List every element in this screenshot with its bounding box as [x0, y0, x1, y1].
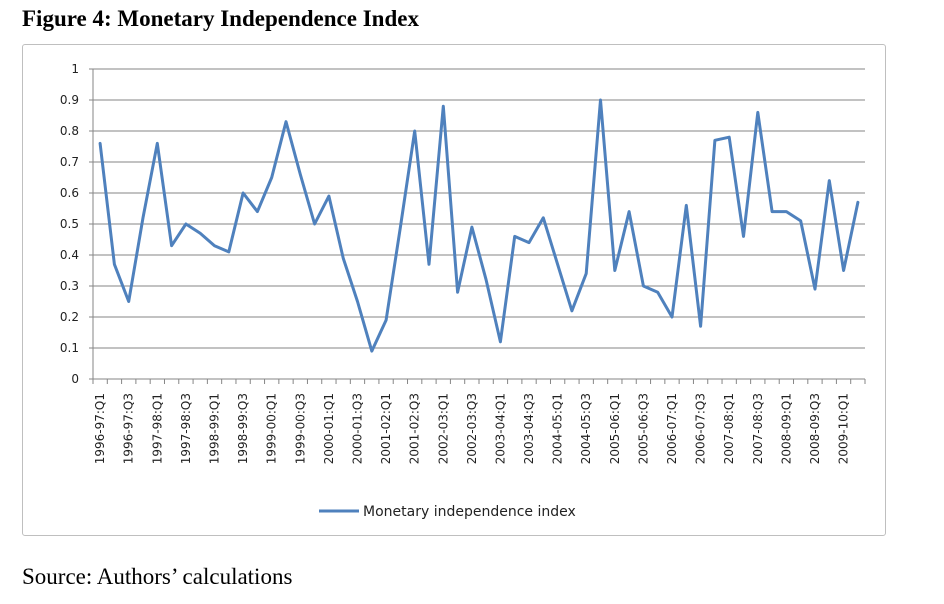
data-point: [370, 349, 374, 353]
x-tick-label: 1996-97:Q3: [122, 393, 136, 464]
data-point: [241, 191, 245, 195]
data-point: [599, 98, 603, 102]
data-point: [384, 318, 388, 322]
data-point: [427, 262, 431, 266]
y-tick-label: 0.1: [60, 341, 79, 355]
data-point: [355, 300, 359, 304]
x-tick-label: 1996-97:Q1: [93, 393, 107, 464]
data-point: [727, 135, 731, 139]
x-tick-label: 2004-05:Q3: [579, 393, 593, 464]
chart-container: 0 0.1 0.2 0.3 0.4 0.5 0.6 0.7 0.8 0.9 1 1996-97:Q1 1…: [22, 44, 886, 536]
data-point: [713, 138, 717, 142]
data-point: [770, 210, 774, 214]
x-tick-label: 2000-01:Q3: [350, 393, 364, 464]
data-point: [641, 284, 645, 288]
y-tick-label: 0.7: [60, 155, 79, 169]
data-point: [456, 290, 460, 294]
x-tick-label: 2001-02:Q3: [408, 393, 422, 464]
x-tick-label: 2000-01:Q1: [322, 393, 336, 464]
data-point: [684, 203, 688, 207]
data-point: [613, 269, 617, 273]
y-tick-label: 1: [71, 62, 79, 76]
data-point: [313, 222, 317, 226]
data-point: [741, 234, 745, 238]
data-point: [498, 340, 502, 344]
x-tick-label: 2001-02:Q1: [379, 393, 393, 464]
x-tick-label: 2004-05:Q1: [551, 393, 565, 464]
x-tick-label: 1999-00:Q3: [293, 393, 307, 464]
x-tick-label: 2007-08:Q3: [751, 393, 765, 464]
x-tick-label: 1998-99:Q3: [236, 393, 250, 464]
x-tick-label: 2002-03:Q3: [465, 393, 479, 464]
x-tick-label: 1997-98:Q3: [179, 393, 193, 464]
data-point: [856, 200, 860, 204]
data-point: [170, 244, 174, 248]
x-tick-label: 2007-08:Q1: [722, 393, 736, 464]
data-point: [341, 256, 345, 260]
y-tick-label: 0.5: [60, 217, 79, 231]
x-tick-label: 2003-04:Q3: [522, 393, 536, 464]
legend-label: Monetary independence index: [363, 504, 576, 520]
data-point: [699, 324, 703, 328]
y-tick-label: 0.6: [60, 186, 79, 200]
data-point: [541, 216, 545, 220]
x-tick-label: 2002-03:Q1: [436, 393, 450, 464]
data-point: [413, 129, 417, 133]
data-point: [213, 244, 217, 248]
x-tick-label: 1998-99:Q1: [208, 393, 222, 464]
x-tick-label: 1999-00:Q1: [265, 393, 279, 464]
data-point: [441, 104, 445, 108]
data-point: [270, 176, 274, 180]
data-point: [756, 110, 760, 114]
y-tick-label: 0.3: [60, 279, 79, 293]
data-point: [98, 141, 102, 145]
data-point: [155, 141, 159, 145]
data-point: [584, 272, 588, 276]
data-point: [570, 309, 574, 313]
data-point: [670, 315, 674, 319]
y-tick-label: 0.8: [60, 124, 79, 138]
data-point: [813, 287, 817, 291]
data-point: [827, 179, 831, 183]
data-point: [556, 262, 560, 266]
data-point: [112, 262, 116, 266]
series-line-monetary-independence-index: [98, 98, 860, 353]
data-point: [784, 210, 788, 214]
data-point: [198, 231, 202, 235]
data-point: [184, 222, 188, 226]
data-point: [513, 234, 517, 238]
data-point: [799, 219, 803, 223]
line-chart: 0 0.1 0.2 0.3 0.4 0.5 0.6 0.7 0.8 0.9 1 1996-97:Q1 1…: [60, 62, 866, 520]
data-point: [227, 250, 231, 254]
x-tick-label: 2008-09:Q3: [808, 393, 822, 464]
data-point: [127, 300, 131, 304]
data-point: [656, 290, 660, 294]
data-point: [398, 225, 402, 229]
x-tick-label: 2009-10:Q1: [837, 393, 851, 464]
data-point: [298, 172, 302, 176]
figure-title: Figure 4: Monetary Independence Index: [22, 6, 419, 31]
data-point: [141, 216, 145, 220]
x-tick-label: 2006-07:Q1: [665, 393, 679, 464]
y-tick-label: 0.9: [60, 93, 79, 107]
x-tick-label: 2008-09:Q1: [779, 393, 793, 464]
data-point: [327, 194, 331, 198]
x-tick-label: 2005-06:Q1: [608, 393, 622, 464]
y-tick-label: 0.2: [60, 310, 79, 324]
x-tick-label: 2006-07:Q3: [694, 393, 708, 464]
data-point: [284, 120, 288, 124]
y-tick-label: 0.4: [60, 248, 79, 262]
source-note: Source: Authors’ calculations: [22, 564, 293, 589]
data-point: [627, 210, 631, 214]
data-point: [484, 278, 488, 282]
x-tick-label: 1997-98:Q1: [150, 393, 164, 464]
data-point: [255, 210, 259, 214]
y-tick-label: 0: [71, 372, 79, 386]
data-point: [842, 269, 846, 273]
x-tick-label: 2003-04:Q1: [493, 393, 507, 464]
data-point: [470, 225, 474, 229]
x-tick-label: 2005-06:Q3: [636, 393, 650, 464]
data-point: [527, 241, 531, 245]
